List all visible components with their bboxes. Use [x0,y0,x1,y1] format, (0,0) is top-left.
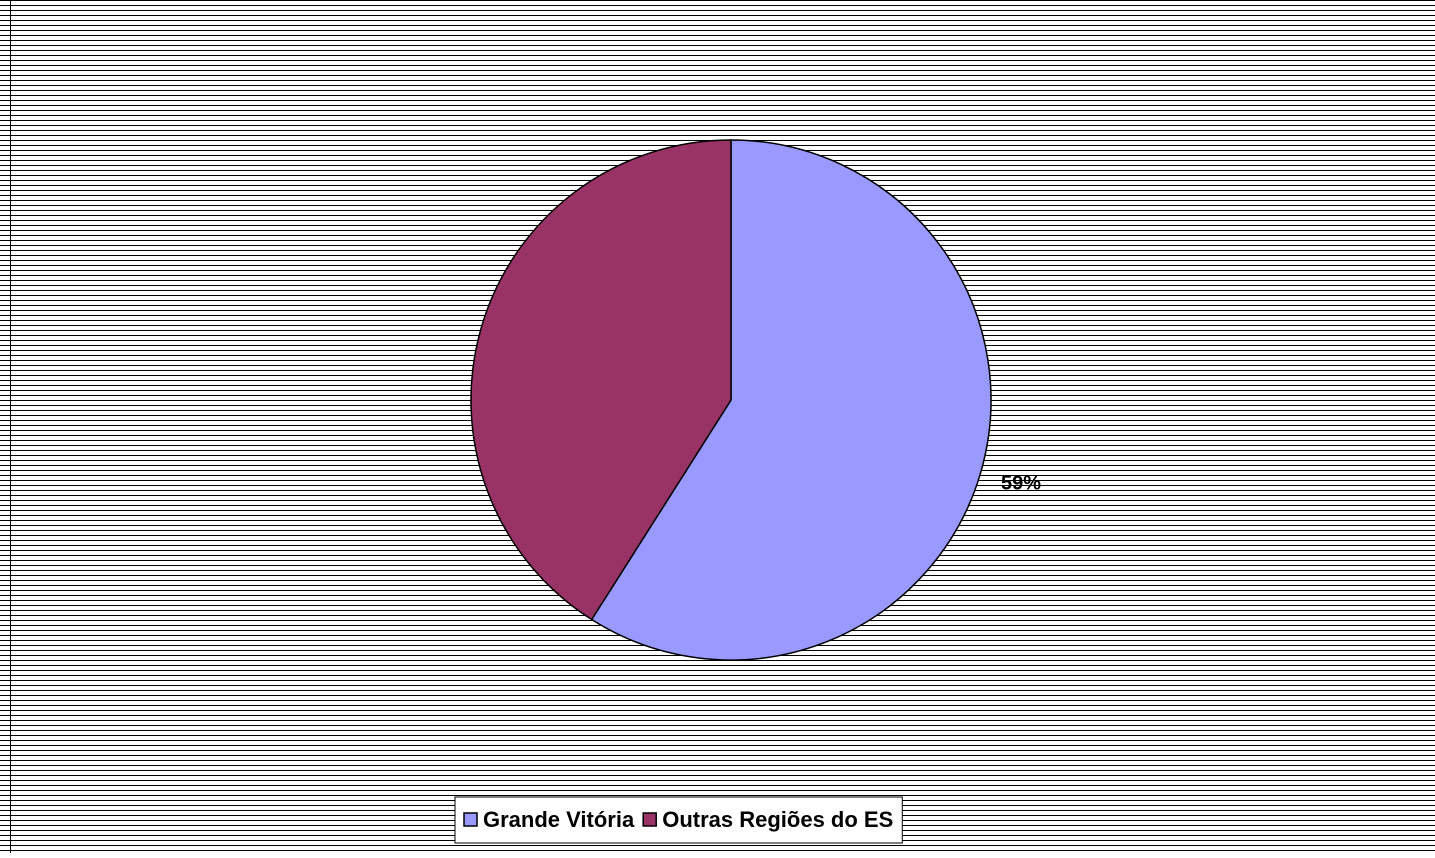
legend-box [454,796,903,844]
legend-swatch [642,812,657,827]
pie-slice [590,139,992,661]
pie-slice [470,139,732,621]
legend-label: Outras Regiões do ES [662,807,893,832]
legend-swatch [463,812,478,827]
data-label: 59% [1001,473,1041,495]
legend-label: Grande Vitória [483,807,635,832]
